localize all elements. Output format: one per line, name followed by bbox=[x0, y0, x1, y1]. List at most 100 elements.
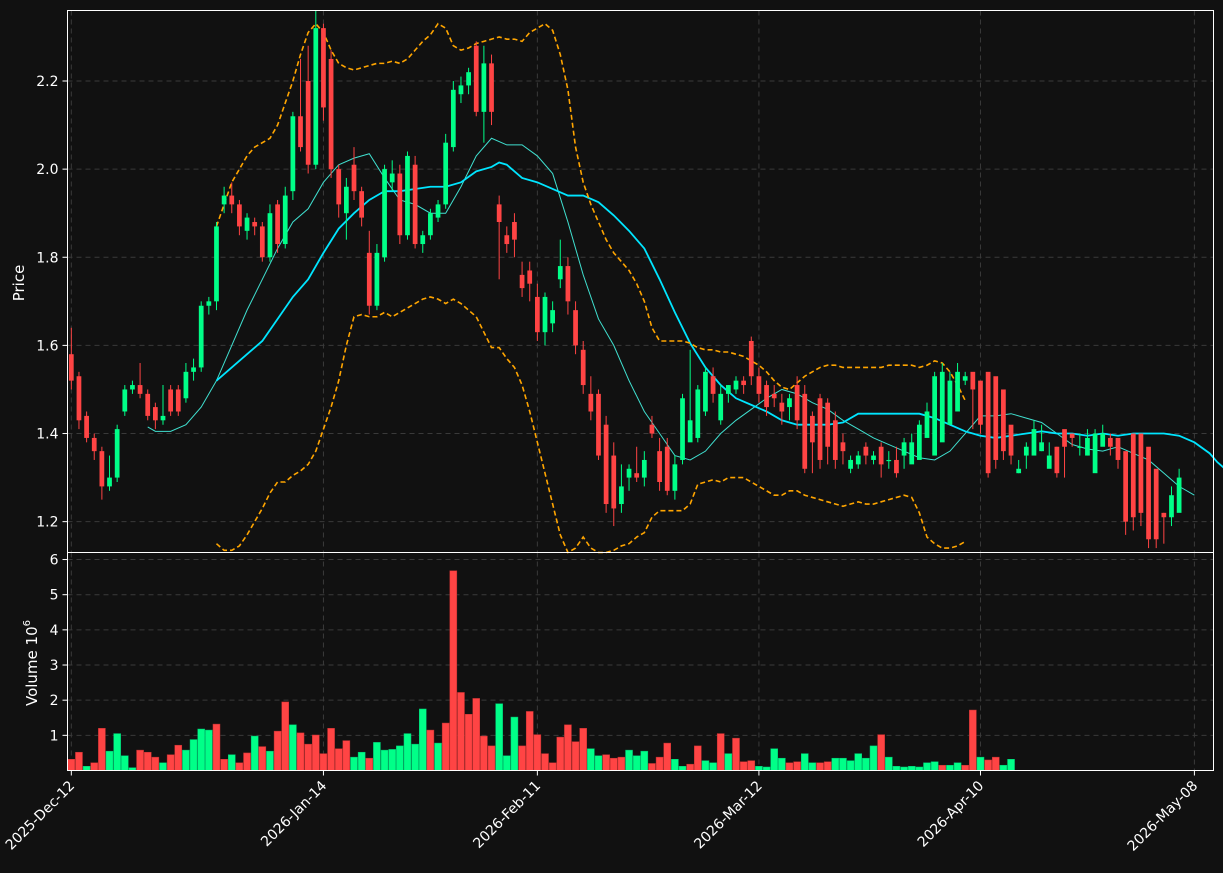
candle-body bbox=[894, 459, 899, 474]
volume-bar bbox=[205, 729, 213, 771]
candlestick bbox=[924, 402, 930, 438]
price-axis-title: Price bbox=[10, 265, 28, 302]
volume-bar bbox=[701, 760, 710, 771]
candle-body bbox=[1176, 477, 1182, 513]
volume-bar bbox=[273, 730, 282, 771]
candlestick bbox=[160, 385, 166, 425]
candlestick bbox=[733, 376, 739, 394]
volume-bar bbox=[533, 734, 542, 771]
volume-bar bbox=[747, 760, 756, 771]
candle-body bbox=[298, 116, 303, 148]
candle-body bbox=[703, 371, 708, 412]
candlestick bbox=[695, 385, 701, 443]
volume-bar bbox=[915, 766, 924, 771]
candle-body bbox=[1085, 437, 1090, 456]
candlestick bbox=[787, 393, 792, 421]
band-line bbox=[215, 22, 966, 401]
candle-body bbox=[962, 376, 968, 381]
candle-body bbox=[229, 195, 235, 205]
candlestick bbox=[557, 239, 563, 289]
volume-bar bbox=[212, 723, 221, 771]
candlestick bbox=[657, 437, 662, 491]
candlestick bbox=[237, 199, 242, 236]
candle-body bbox=[565, 266, 571, 302]
volume-bar bbox=[694, 745, 702, 771]
candle-body bbox=[466, 72, 471, 86]
volume-bar bbox=[525, 711, 534, 771]
candle-body bbox=[802, 393, 808, 469]
candlestick bbox=[534, 283, 540, 341]
volume-bar bbox=[495, 703, 503, 771]
candle-body bbox=[1130, 433, 1136, 518]
volume-bar bbox=[678, 766, 687, 771]
candle-body bbox=[787, 398, 792, 408]
candle-body bbox=[275, 204, 280, 245]
volume-bar bbox=[862, 757, 870, 771]
candle-body bbox=[603, 424, 609, 505]
volume-bar bbox=[426, 729, 435, 771]
volume-bar bbox=[113, 733, 121, 771]
candlestick bbox=[878, 442, 884, 478]
volume-bar bbox=[182, 749, 190, 771]
candle-body bbox=[458, 85, 464, 95]
candle-body bbox=[84, 415, 89, 438]
volume-bar bbox=[816, 762, 824, 771]
candlestick bbox=[1153, 468, 1159, 549]
candle-body bbox=[748, 340, 754, 377]
candlestick bbox=[122, 385, 128, 416]
candlestick bbox=[1001, 389, 1006, 460]
candlestick bbox=[328, 50, 334, 178]
volume-bar bbox=[625, 749, 633, 771]
candle-body bbox=[710, 376, 716, 394]
candle-body bbox=[840, 442, 846, 452]
volume-bar bbox=[648, 763, 656, 771]
candle-body bbox=[649, 424, 655, 434]
candle-body bbox=[1077, 446, 1083, 448]
volume-bar bbox=[609, 757, 618, 771]
volume-tick-label: 1 bbox=[50, 728, 59, 744]
volume-bar bbox=[510, 716, 519, 771]
volume-bar bbox=[487, 745, 496, 771]
candle-body bbox=[733, 380, 739, 390]
volume-bar bbox=[961, 764, 969, 771]
candlestick bbox=[993, 376, 999, 469]
volume-bar bbox=[991, 756, 1000, 771]
volume-bar bbox=[762, 766, 771, 771]
candle-body bbox=[351, 164, 357, 192]
volume-bar bbox=[90, 762, 99, 771]
candlestick bbox=[886, 451, 892, 469]
candle-body bbox=[183, 371, 189, 399]
candlestick bbox=[641, 451, 647, 487]
candle-body bbox=[366, 252, 372, 306]
volume-bar bbox=[357, 751, 366, 771]
candle-body bbox=[901, 442, 907, 456]
candle-body bbox=[1062, 429, 1067, 447]
candlestick bbox=[1107, 433, 1113, 456]
candlestick bbox=[1115, 437, 1121, 469]
candlestick bbox=[588, 376, 594, 421]
candle-body bbox=[672, 464, 678, 491]
candle-body bbox=[1107, 437, 1113, 447]
candlestick bbox=[1161, 512, 1167, 544]
volume-tick-label: 3 bbox=[50, 658, 59, 674]
volume-bar bbox=[243, 752, 251, 771]
volume-bar bbox=[380, 749, 389, 771]
volume-bar bbox=[831, 757, 840, 771]
candle-body bbox=[611, 455, 617, 509]
candle-body bbox=[282, 195, 288, 245]
candle-body bbox=[428, 213, 433, 236]
candle-body bbox=[664, 446, 670, 491]
volume-bar bbox=[342, 740, 351, 771]
candlestick bbox=[336, 164, 342, 218]
volume-bar bbox=[907, 766, 916, 771]
candlestick bbox=[794, 376, 800, 430]
candlestick bbox=[725, 385, 731, 403]
candlestick bbox=[909, 433, 915, 465]
volume-bar bbox=[671, 758, 679, 771]
volume-bar bbox=[663, 742, 672, 771]
candlestick bbox=[580, 340, 586, 394]
candlestick bbox=[130, 380, 135, 394]
candlestick bbox=[596, 389, 601, 460]
candlestick bbox=[741, 376, 747, 394]
candlestick bbox=[145, 389, 151, 421]
